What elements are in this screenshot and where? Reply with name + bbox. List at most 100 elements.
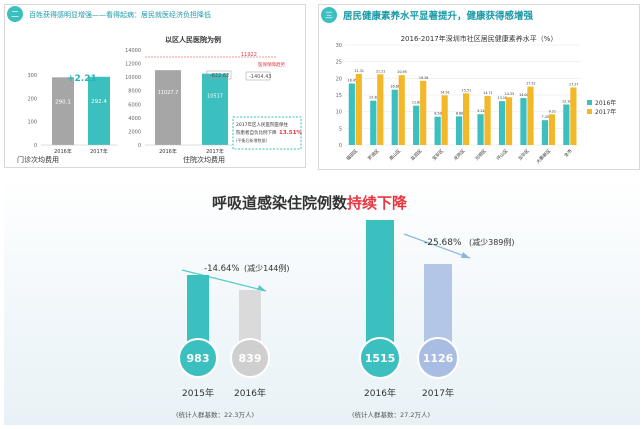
- literacy-bar-2017年: [377, 74, 384, 145]
- outpatient-bar-value: 290.1: [55, 99, 71, 105]
- literacy-bar-2017年: [484, 95, 491, 145]
- literacy-bar-value: 12.16: [562, 99, 571, 103]
- left-trend-line: [181, 269, 267, 292]
- literacy-bar-value: 16.60: [390, 85, 399, 89]
- literacy-category-label: 光明区: [473, 147, 488, 162]
- literacy-bar-value: 17.27: [569, 82, 578, 86]
- outpatient-bar-1: [88, 76, 110, 145]
- literacy-category-label: 大鹏新区: [535, 147, 553, 165]
- literacy-category-label: 宝安区: [430, 147, 445, 162]
- literacy-bar-2016年: [456, 116, 463, 145]
- panel3-title: 呼吸道感染住院例数: [212, 194, 348, 212]
- literacy-bar-value: 17.52: [526, 82, 535, 86]
- inpatient-bar-value: 10517: [207, 94, 223, 100]
- literacy-bar-value: 19.26: [419, 76, 428, 80]
- right-trend-arrow: [461, 252, 470, 258]
- literacy-bar-2017年: [463, 93, 470, 145]
- literacy-bar-value: 20.95: [397, 70, 406, 74]
- left-trend-arrow: [257, 285, 266, 291]
- year-left-2015: 2015年: [182, 387, 214, 399]
- literacy-ytick: 10: [336, 110, 342, 116]
- value-left-2015: 983: [187, 352, 210, 365]
- outpatient-bar-year: 2017年: [90, 148, 108, 155]
- callout-a: -822.62: [210, 73, 229, 79]
- literacy-bar-value: 15.51: [462, 88, 471, 92]
- outpatient-cost-chart: 0 100 200 300 290.1 2016年 292.4 2017年 +2.21 门诊…: [17, 73, 117, 164]
- bar-right-2016: [366, 220, 394, 357]
- right-basis: (统计人群基数：27.2万人): [352, 410, 430, 419]
- outpatient-ytick: 0: [34, 143, 37, 149]
- literacy-bar-2016年: [370, 100, 377, 145]
- legend-2016: 2016年: [595, 99, 616, 107]
- left-change: -14.64%: [204, 264, 239, 274]
- literacy-chart-title: 2016-2017年深圳市社区居民健康素养水平（%）: [401, 34, 558, 43]
- literacy-ytick: 20: [336, 76, 342, 82]
- panel1-header-bar: [5, 5, 305, 20]
- literacy-bar-2017年: [505, 97, 513, 145]
- inpatient-ytick: 12000: [125, 62, 141, 68]
- bar-left-2015: [187, 275, 209, 357]
- trend-label: 医保保障趋势: [258, 61, 285, 68]
- respiratory-left-group: -14.64% (减少144例) 983 839 2015年 2016年 (统计…: [176, 263, 290, 419]
- outpatient-ytick: 300: [27, 73, 37, 79]
- year-right-2017: 2017年: [422, 387, 454, 399]
- literacy-bar-2016年: [413, 105, 420, 145]
- literacy-bar-2017年: [355, 73, 362, 145]
- callout-b: -1404.43: [249, 74, 271, 80]
- health-literacy-svg: 三 居民健康素养水平显著提升，健康获得感增强 2016-2017年深圳市社区居民…: [321, 7, 616, 165]
- inpatient-ytick: 4000: [128, 116, 141, 122]
- inpatient-bar-1: [202, 73, 228, 145]
- respiratory-svg: 呼吸道感染住院例数 持续下降 -14.64% (减少144例) 983 839 …: [176, 194, 515, 419]
- outpatient-ytick: 200: [27, 96, 37, 102]
- cost-charts-svg: 二 百姓获得感明显增强——看得起病：居民就医经济负担降低 0 100 200 300 …: [5, 5, 305, 164]
- inpatient-ytick: 6000: [128, 102, 141, 108]
- inpatient-ytick: 2000: [128, 129, 141, 135]
- respiratory-infection-panel: 呼吸道感染住院例数 持续下降 -14.64% (减少144例) 983 839 …: [4, 178, 640, 425]
- literacy-bar-2017年: [420, 80, 427, 145]
- outpatient-ytick: 100: [27, 120, 37, 126]
- bulb-right-2016: [359, 337, 401, 379]
- bulb-left-2015: [178, 338, 218, 378]
- literacy-bar-value: 13.16: [498, 96, 507, 100]
- literacy-category-label: 坪山区: [495, 147, 510, 162]
- inpatient-chart-title: 住院次均费用: [183, 155, 225, 164]
- year-left-2016: 2016年: [234, 387, 266, 399]
- outpatient-inpatient-cost-panel: 二 百姓获得感明显增强——看得起病：居民就医经济负担降低 0 100 200 300 …: [4, 4, 306, 168]
- literacy-category-label: 福田区: [345, 147, 360, 162]
- literacy-bar-2017年: [398, 75, 405, 145]
- literacy-bar-value: 21.21: [376, 69, 385, 73]
- respiratory-right-group: -25.68% (减少389例) 1515 1126 2016年 2017年 (…: [352, 220, 515, 419]
- outpatient-bar-0: [52, 77, 74, 145]
- inpatient-ytick: 10000: [125, 75, 141, 81]
- inpatient-bar-value: 11027.7: [158, 90, 179, 96]
- note-line3: (平衡后新增数据): [236, 137, 268, 143]
- note-box: [232, 116, 302, 150]
- right-change-note: (减少389例): [469, 237, 515, 247]
- literacy-bar-2016年: [520, 98, 527, 145]
- top-value-label: 11922: [241, 52, 257, 58]
- value-right-2016: 1515: [365, 352, 396, 365]
- panel1-badge-text: 二: [11, 10, 19, 19]
- left-change-note: (减少144例): [244, 263, 290, 273]
- inpatient-ytick: 0: [138, 143, 141, 149]
- literacy-category-label: 龙岗区: [452, 147, 467, 162]
- literacy-bar-value: 7.45: [542, 115, 549, 119]
- panel1-badge: [7, 6, 23, 22]
- literacy-bar-value: 18.45: [348, 79, 357, 83]
- panel2-header: 居民健康素养水平显著提升，健康获得感增强: [343, 10, 534, 22]
- literacy-category-label: 全市: [562, 147, 574, 159]
- literacy-bar-value: 14.33: [505, 92, 514, 96]
- note-pct: 13.51%: [279, 130, 302, 136]
- legend-2017: 2017年: [595, 108, 616, 116]
- literacy-bar-2016年: [477, 114, 484, 145]
- value-right-2017: 1126: [423, 352, 454, 365]
- literacy-bar-value: 21.31: [355, 69, 364, 73]
- bulb-left-2016: [230, 338, 270, 378]
- literacy-bar-2016年: [391, 89, 398, 145]
- literacy-bar-2016年: [541, 120, 549, 145]
- panel1-header: 百姓获得感明显增强——看得起病：居民就医经济负担降低: [29, 10, 211, 19]
- year-right-2016: 2016年: [364, 387, 396, 399]
- literacy-bar-value: 8.50: [434, 112, 441, 116]
- inpatient-subtitle: 以区人民医院为例: [165, 35, 221, 44]
- callout-b-box: [245, 71, 271, 81]
